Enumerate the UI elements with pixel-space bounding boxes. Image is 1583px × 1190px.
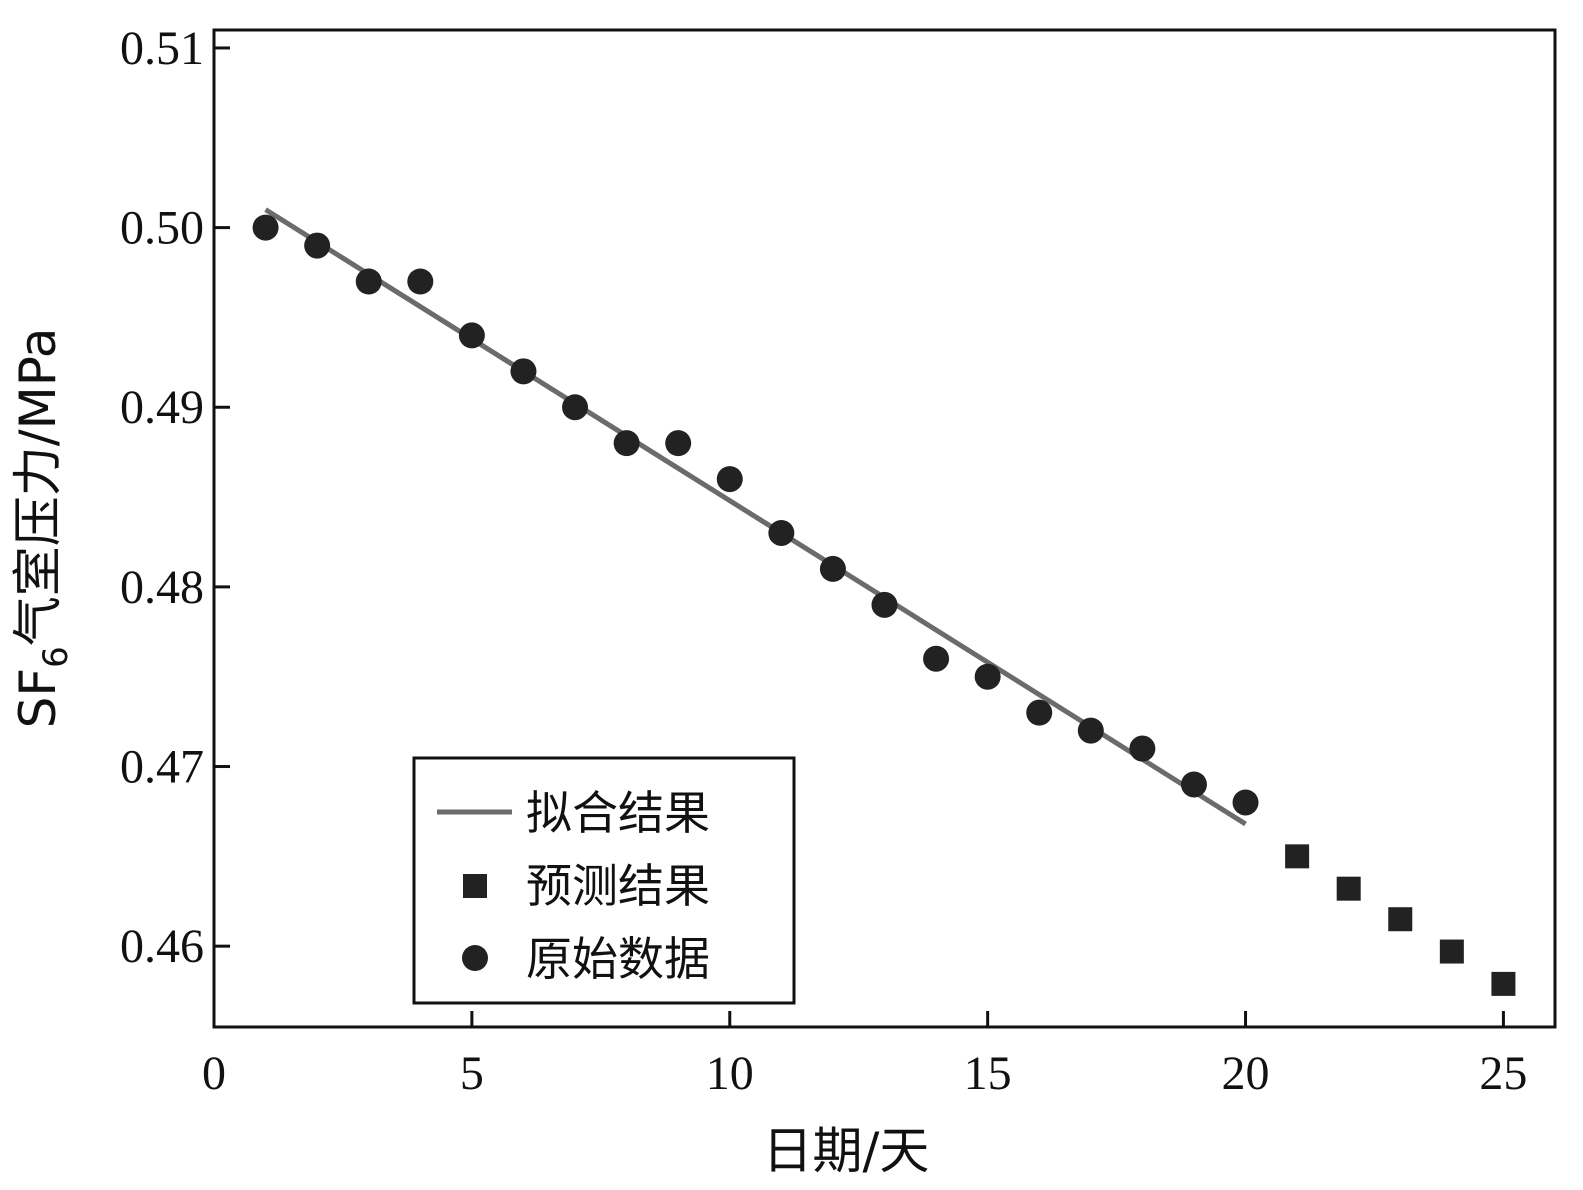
legend-label-prediction: 预测结果 — [526, 859, 710, 913]
raw-data-point — [974, 663, 1001, 690]
legend-label-raw: 原始数据 — [526, 932, 710, 986]
raw-data-point — [304, 232, 331, 259]
raw-data-point — [562, 394, 589, 421]
y-tick-label: 0.48 — [120, 561, 204, 614]
raw-data-point — [716, 466, 743, 493]
raw-data-point — [1077, 717, 1104, 744]
raw-data-point — [613, 430, 640, 457]
raw-data-point — [665, 430, 692, 457]
x-tick-label: 15 — [964, 1047, 1012, 1100]
raw-data-series — [252, 214, 1259, 816]
plot-frame — [212, 28, 1557, 1029]
y-axis-title-post: 气室压力/MPa — [9, 328, 67, 647]
y-tick-label: 0.46 — [120, 920, 204, 973]
raw-data-point — [819, 555, 846, 582]
y-tick-label: 0.47 — [120, 741, 204, 794]
raw-data-point — [1026, 699, 1053, 726]
raw-data-point — [1129, 735, 1156, 762]
legend-square-symbol — [463, 874, 487, 898]
x-tick-label: 20 — [1222, 1047, 1270, 1100]
prediction-point — [1388, 907, 1413, 932]
raw-data-point — [458, 322, 485, 349]
prediction-point — [1491, 971, 1516, 996]
y-axis-ticks: 0.46 0.47 0.48 0.49 0.50 0.51 — [120, 22, 230, 973]
y-axis-title-pre: SF — [9, 668, 67, 729]
raw-data-point — [355, 268, 382, 295]
y-tick-label: 0.50 — [120, 202, 204, 255]
prediction-point — [1285, 844, 1310, 869]
x-tick-label: 5 — [460, 1047, 484, 1100]
y-tick-label: 0.49 — [120, 381, 204, 434]
prediction-point — [1336, 876, 1361, 901]
x-axis-ticks: 0 5 10 15 20 25 — [202, 1011, 1527, 1100]
raw-data-point — [510, 358, 537, 385]
x-tick-label: 25 — [1479, 1047, 1527, 1100]
legend: 拟合结果 预测结果 原始数据 — [412, 756, 796, 1005]
raw-data-point — [407, 268, 434, 295]
raw-data-point — [1232, 789, 1259, 816]
raw-data-point — [923, 645, 950, 672]
prediction-point — [1439, 939, 1464, 964]
raw-data-point — [871, 591, 898, 618]
raw-data-point — [252, 214, 279, 241]
raw-data-point — [768, 519, 795, 546]
prediction-series — [1285, 844, 1516, 996]
legend-circle-symbol — [462, 945, 488, 971]
x-tick-label: 0 — [202, 1047, 226, 1100]
raw-data-point — [1180, 771, 1207, 798]
x-tick-label: 10 — [706, 1047, 754, 1100]
y-axis-title: SF6气室压力/MPa — [9, 328, 76, 729]
legend-label-fit: 拟合结果 — [526, 786, 710, 840]
y-axis-title-sub: 6 — [36, 646, 76, 668]
x-axis-title: 日期/天 — [763, 1122, 930, 1180]
y-tick-label: 0.51 — [120, 22, 204, 75]
